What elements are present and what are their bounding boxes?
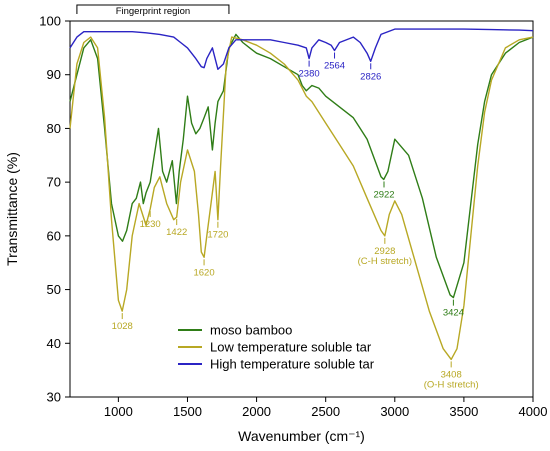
series-line-1	[69, 36, 534, 361]
legend-entry-2: High temperature soluble tar	[210, 357, 375, 372]
annotation-label: 2826	[360, 71, 381, 82]
y-tick-label: 70	[47, 175, 61, 190]
axis-ticks: 1000 1500 2000 2500 3000 3500 4000 30 40 50 60 70 80…	[39, 14, 547, 420]
y-tick-label: 30	[47, 390, 61, 405]
annotation-label: 1028	[112, 321, 133, 332]
annotation-label: 1620	[193, 267, 214, 278]
annotation-label: 2380	[299, 69, 320, 80]
y-tick-label: 60	[47, 228, 61, 243]
annotation-label: 3424	[443, 308, 464, 319]
annotation-label: 2928	[374, 246, 395, 257]
y-tick-label: 100	[39, 14, 61, 29]
series-line-0	[69, 33, 534, 299]
peak-annotations: 1028 1230 1422 1620 1720 2380 2564 2826 2922 2928…	[112, 52, 479, 390]
annotation-label: 1230	[140, 219, 161, 230]
annotation-label: 3408	[441, 369, 462, 380]
x-axis-title: Wavenumber (cm⁻¹)	[238, 428, 365, 444]
plot-area-frame	[69, 20, 534, 398]
x-tick-label: 1500	[173, 404, 202, 419]
y-tick-label: 40	[47, 336, 61, 351]
x-tick-label: 2000	[242, 404, 271, 419]
legend-entry-0: moso bamboo	[210, 323, 292, 338]
annotation-label: 2564	[324, 61, 345, 72]
series-lines	[69, 28, 534, 361]
y-tick-label: 80	[47, 121, 61, 136]
region-bracket-line	[76, 4, 230, 14]
y-tick-label: 90	[47, 67, 61, 82]
y-tick-label: 50	[47, 282, 61, 297]
annotation-sublabel: (C-H stretch)	[358, 256, 412, 267]
x-tick-label: 4000	[519, 404, 548, 419]
y-axis-title: Transmittance (%)	[4, 152, 20, 266]
x-tick-label: 1000	[104, 404, 133, 419]
x-tick-label: 3500	[449, 404, 478, 419]
legend: moso bamboo Low temperature soluble tar Hi…	[178, 323, 375, 372]
annotation-label: 2922	[373, 189, 394, 200]
x-tick-label: 3000	[380, 404, 409, 419]
x-tick-label: 2500	[311, 404, 340, 419]
legend-entry-1: Low temperature soluble tar	[210, 340, 372, 355]
annotation-label: 1720	[207, 230, 228, 241]
annotation-sublabel: (O-H stretch)	[424, 379, 479, 390]
series-line-2	[69, 28, 534, 70]
fingerprint-region-bracket: Fingerprint region	[76, 4, 230, 17]
fingerprint-region-label: Fingerprint region	[116, 6, 190, 17]
annotation-label: 1422	[166, 227, 187, 238]
